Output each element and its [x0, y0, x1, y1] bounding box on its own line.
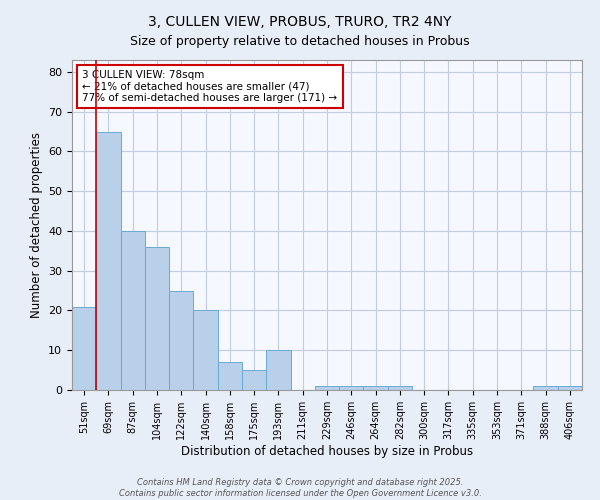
Bar: [96, 132, 121, 390]
Bar: [364, 386, 388, 390]
Bar: [242, 370, 266, 390]
Bar: [121, 231, 145, 390]
Bar: [72, 306, 96, 390]
Bar: [266, 350, 290, 390]
Y-axis label: Number of detached properties: Number of detached properties: [29, 132, 43, 318]
Bar: [558, 386, 582, 390]
Bar: [315, 386, 339, 390]
Text: Size of property relative to detached houses in Probus: Size of property relative to detached ho…: [130, 35, 470, 48]
Bar: [145, 247, 169, 390]
X-axis label: Distribution of detached houses by size in Probus: Distribution of detached houses by size …: [181, 444, 473, 458]
Bar: [339, 386, 364, 390]
Text: 3, CULLEN VIEW, PROBUS, TRURO, TR2 4NY: 3, CULLEN VIEW, PROBUS, TRURO, TR2 4NY: [148, 15, 452, 29]
Bar: [193, 310, 218, 390]
Bar: [218, 362, 242, 390]
Text: Contains HM Land Registry data © Crown copyright and database right 2025.
Contai: Contains HM Land Registry data © Crown c…: [119, 478, 481, 498]
Text: 3 CULLEN VIEW: 78sqm
← 21% of detached houses are smaller (47)
77% of semi-detac: 3 CULLEN VIEW: 78sqm ← 21% of detached h…: [82, 70, 337, 103]
Bar: [388, 386, 412, 390]
Bar: [169, 290, 193, 390]
Bar: [533, 386, 558, 390]
